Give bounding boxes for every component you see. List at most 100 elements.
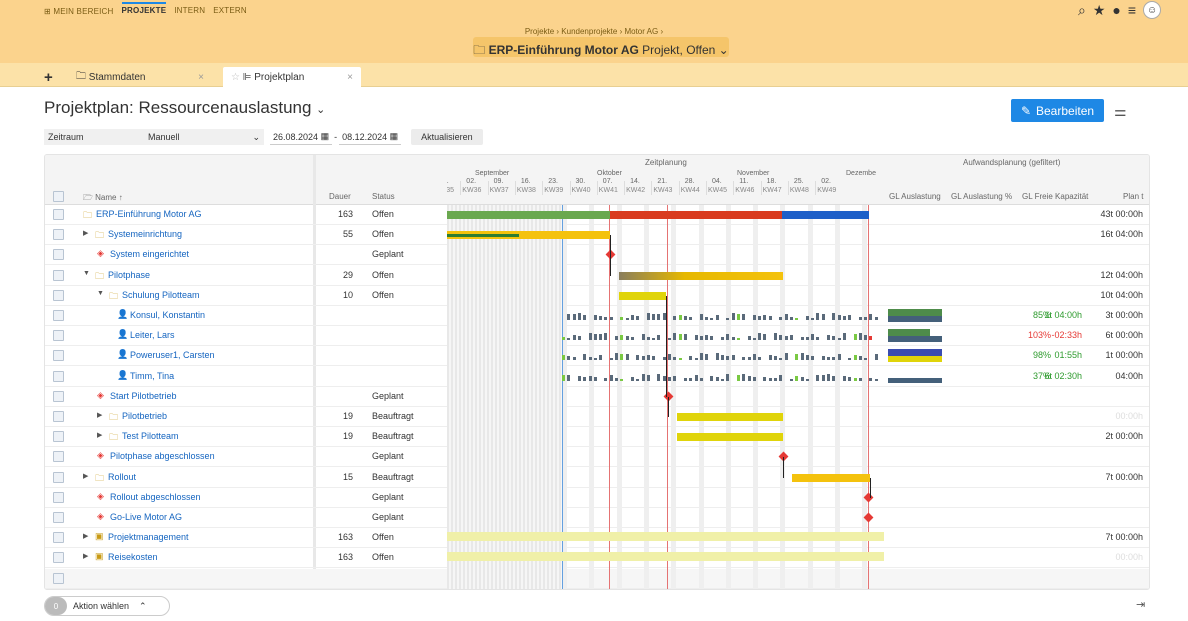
column-plan[interactable]: Plan t: [1123, 192, 1144, 201]
nav-mein-bereich[interactable]: ⊞ MEIN BEREICH: [44, 7, 114, 16]
row-name[interactable]: Systemeinrichtung: [108, 229, 183, 240]
row-checkbox[interactable]: [53, 289, 64, 301]
row-name[interactable]: ERP-Einführung Motor AG: [96, 209, 202, 219]
calendar-icon[interactable]: ▦: [389, 131, 399, 141]
gantt-bar-future[interactable]: [782, 211, 869, 219]
table-row[interactable]: ▶ ▣ Projektmanagement 163 Offen 7t 00:00h: [45, 528, 1149, 549]
collapse-icon[interactable]: ▼: [97, 289, 104, 297]
table-row[interactable]: 👤 Konsul, Konstantin 3t 00:00h 85% 1t 04:00h: [45, 306, 1149, 326]
table-row[interactable]: ◈ Rollout abgeschlossen Geplant: [45, 488, 1149, 508]
row-name[interactable]: Schulung Pilotteam: [122, 289, 200, 300]
row-checkbox[interactable]: [53, 512, 64, 523]
gantt-bar-overdue[interactable]: [610, 211, 782, 219]
refresh-button[interactable]: Aktualisieren: [411, 129, 483, 145]
edit-button[interactable]: ✎ Bearbeiten: [1011, 99, 1104, 122]
expand-icon[interactable]: ▶: [83, 553, 89, 561]
column-splitter[interactable]: [313, 155, 316, 589]
page-title[interactable]: Projektplan: Ressourcenauslastung ⌄: [44, 98, 325, 118]
row-checkbox[interactable]: [53, 451, 64, 463]
search-icon[interactable]: ⌕: [1078, 1, 1086, 18]
row-checkbox[interactable]: [53, 411, 64, 422]
column-gl-auslastung-pct[interactable]: GL Auslastung %: [951, 192, 1013, 201]
row-checkbox[interactable]: [53, 310, 64, 321]
gantt-bar[interactable]: [792, 473, 870, 482]
row-checkbox[interactable]: [53, 532, 64, 544]
project-title[interactable]: 🗀 ERP-Einführung Motor AG Projekt, Offen…: [473, 37, 729, 57]
table-row[interactable]: 🗀 ERP-Einführung Motor AG 163 Offen 43t 00:0…: [45, 205, 1149, 225]
row-name[interactable]: Start Pilotbetrieb: [110, 390, 177, 401]
gantt-bar[interactable]: [677, 413, 783, 421]
row-checkbox[interactable]: [53, 431, 64, 443]
table-row[interactable]: ◈ System eingerichtet Geplant: [45, 245, 1149, 266]
row-checkbox[interactable]: [53, 229, 64, 241]
row-checkbox[interactable]: [53, 491, 64, 503]
table-row[interactable]: [45, 568, 1149, 589]
expand-icon[interactable]: ▶: [83, 230, 89, 238]
row-name[interactable]: Rollout abgeschlossen: [110, 491, 201, 502]
table-row[interactable]: 👤 Leiter, Lars 6t 00:00h 103% -02:33h: [45, 326, 1149, 347]
expand-icon[interactable]: ▶: [97, 412, 103, 419]
row-checkbox[interactable]: [53, 209, 64, 220]
table-row[interactable]: ◈ Pilotphase abgeschlossen Geplant: [45, 447, 1149, 468]
action-select[interactable]: 0 Aktion wählen ⌃: [44, 596, 170, 616]
row-checkbox[interactable]: [53, 350, 64, 362]
breadcrumb[interactable]: Projekte › Kundenprojekte › Motor AG ›: [524, 27, 664, 36]
row-checkbox[interactable]: [53, 552, 64, 564]
gantt-bar[interactable]: [447, 231, 610, 240]
help-icon[interactable]: ●: [1112, 2, 1121, 18]
column-name[interactable]: 🗁 Name ↑: [83, 193, 123, 202]
tab-stammdaten[interactable]: 🗀 Stammdaten ×: [76, 67, 204, 87]
collapse-icon[interactable]: ▼: [83, 269, 90, 277]
row-checkbox[interactable]: [53, 330, 64, 342]
column-status[interactable]: Status: [372, 192, 395, 201]
star-icon[interactable]: ☆: [231, 71, 243, 83]
row-name[interactable]: Projektmanagement: [108, 532, 189, 543]
nav-intern[interactable]: INTERN: [174, 6, 206, 15]
expand-icon[interactable]: ▶: [83, 472, 89, 480]
close-icon[interactable]: ×: [198, 71, 204, 83]
nav-projekte[interactable]: PROJEKTE: [121, 2, 167, 16]
logout-icon[interactable]: ⇥: [1136, 599, 1146, 611]
row-name[interactable]: Pilotbetrieb: [122, 411, 168, 421]
tab-projektplan[interactable]: ☆ ⊫ Projektplan ×: [223, 67, 361, 87]
table-row[interactable]: ▶ 🗀 Test Pilotteam 19 Beauftragt 2t 00:00h: [45, 427, 1149, 448]
expand-icon[interactable]: ▶: [83, 533, 89, 541]
date-from-input[interactable]: 26.08.2024 ▦: [270, 129, 333, 145]
select-all-checkbox[interactable]: [53, 191, 64, 202]
table-row[interactable]: ◈ Go-Live Motor AG Geplant: [45, 508, 1149, 528]
table-row[interactable]: ▶ 🗀 Pilotbetrieb 19 Beauftragt 00:00h: [45, 407, 1149, 427]
row-name[interactable]: Pilotphase: [108, 269, 151, 280]
gantt-bar-summary[interactable]: [619, 271, 783, 280]
row-name[interactable]: Test Pilotteam: [122, 431, 179, 442]
row-name[interactable]: Leiter, Lars: [130, 330, 175, 341]
table-row[interactable]: ▼ 🗀 Pilotphase 29 Offen 12t 04:00h: [45, 266, 1149, 286]
row-name[interactable]: Go-Live Motor AG: [110, 512, 183, 522]
table-row[interactable]: ▶ ▣ Reisekosten 163 Offen 00:00h: [45, 548, 1149, 569]
row-name[interactable]: Timm, Tina: [130, 370, 175, 381]
table-row[interactable]: 👤 Poweruser1, Carsten 1t 00:00h 98% 01:55h: [45, 346, 1149, 367]
settings-sliders-icon[interactable]: ⚌: [1114, 103, 1127, 119]
table-row[interactable]: ▶ 🗀 Rollout 15 Beauftragt 7t 00:00h: [45, 468, 1149, 488]
table-row[interactable]: 👤 Timm, Tina 04:00h 37% 6t 02:30h: [45, 367, 1149, 387]
star-icon[interactable]: ★: [1092, 1, 1106, 18]
row-checkbox[interactable]: [53, 390, 64, 402]
row-name[interactable]: Poweruser1, Carsten: [130, 350, 215, 361]
row-checkbox[interactable]: [53, 572, 64, 584]
expand-icon[interactable]: ▶: [97, 432, 103, 440]
row-name[interactable]: Rollout: [108, 471, 137, 482]
row-name[interactable]: Konsul, Konstantin: [130, 310, 206, 320]
table-row[interactable]: ◈ Start Pilotbetrieb Geplant: [45, 387, 1149, 407]
column-dauer[interactable]: Dauer: [329, 192, 351, 201]
zeitraum-select[interactable]: Manuell ⌄: [144, 129, 264, 145]
gantt-bar-done[interactable]: [447, 211, 610, 219]
calendar-icon[interactable]: ▦: [320, 131, 330, 141]
table-row[interactable]: ▶ 🗀 Systemeinrichtung 55 Offen 16t 04:00h: [45, 225, 1149, 246]
avatar[interactable]: ☺: [1143, 1, 1162, 19]
close-icon[interactable]: ×: [347, 71, 353, 83]
row-checkbox[interactable]: [53, 249, 64, 261]
date-to-input[interactable]: 08.12.2024 ▦: [339, 129, 402, 145]
column-gl-freie-kapazitaet[interactable]: GL Freie Kapazität: [1022, 192, 1089, 201]
add-tab-button[interactable]: +: [44, 68, 53, 86]
table-row[interactable]: ▼ 🗀 Schulung Pilotteam 10 Offen 10t 04:00h: [45, 286, 1149, 306]
row-checkbox[interactable]: [53, 370, 64, 382]
